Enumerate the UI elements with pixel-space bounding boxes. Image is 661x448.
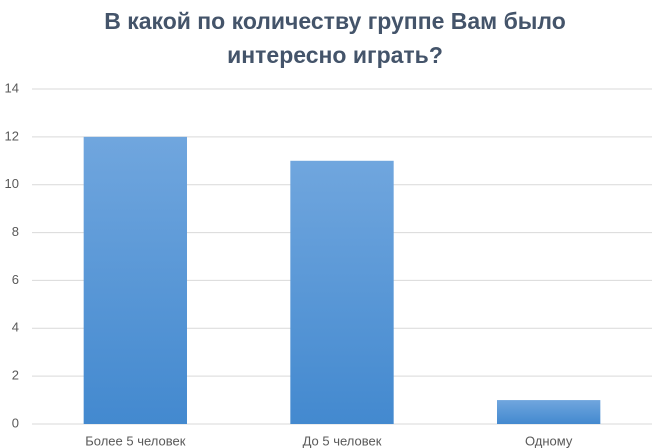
y-tick-label: 6 xyxy=(12,272,19,287)
x-tick-label: До 5 человек xyxy=(303,433,382,448)
x-tick-label: Одному xyxy=(525,433,573,448)
bar xyxy=(290,160,394,425)
y-tick-label: 12 xyxy=(5,128,19,143)
chart-title: В какой по количеству группе Вам было ин… xyxy=(104,8,566,68)
y-tick-label: 0 xyxy=(12,415,19,430)
x-tick-label: Более 5 человек xyxy=(85,433,185,448)
y-tick-label: 2 xyxy=(12,368,19,383)
y-tick-label: 4 xyxy=(12,320,19,335)
y-tick-label: 8 xyxy=(12,224,19,239)
y-tick-label: 10 xyxy=(5,176,19,191)
y-tick-label: 14 xyxy=(5,80,19,95)
bar xyxy=(497,400,601,424)
bar xyxy=(83,136,187,424)
